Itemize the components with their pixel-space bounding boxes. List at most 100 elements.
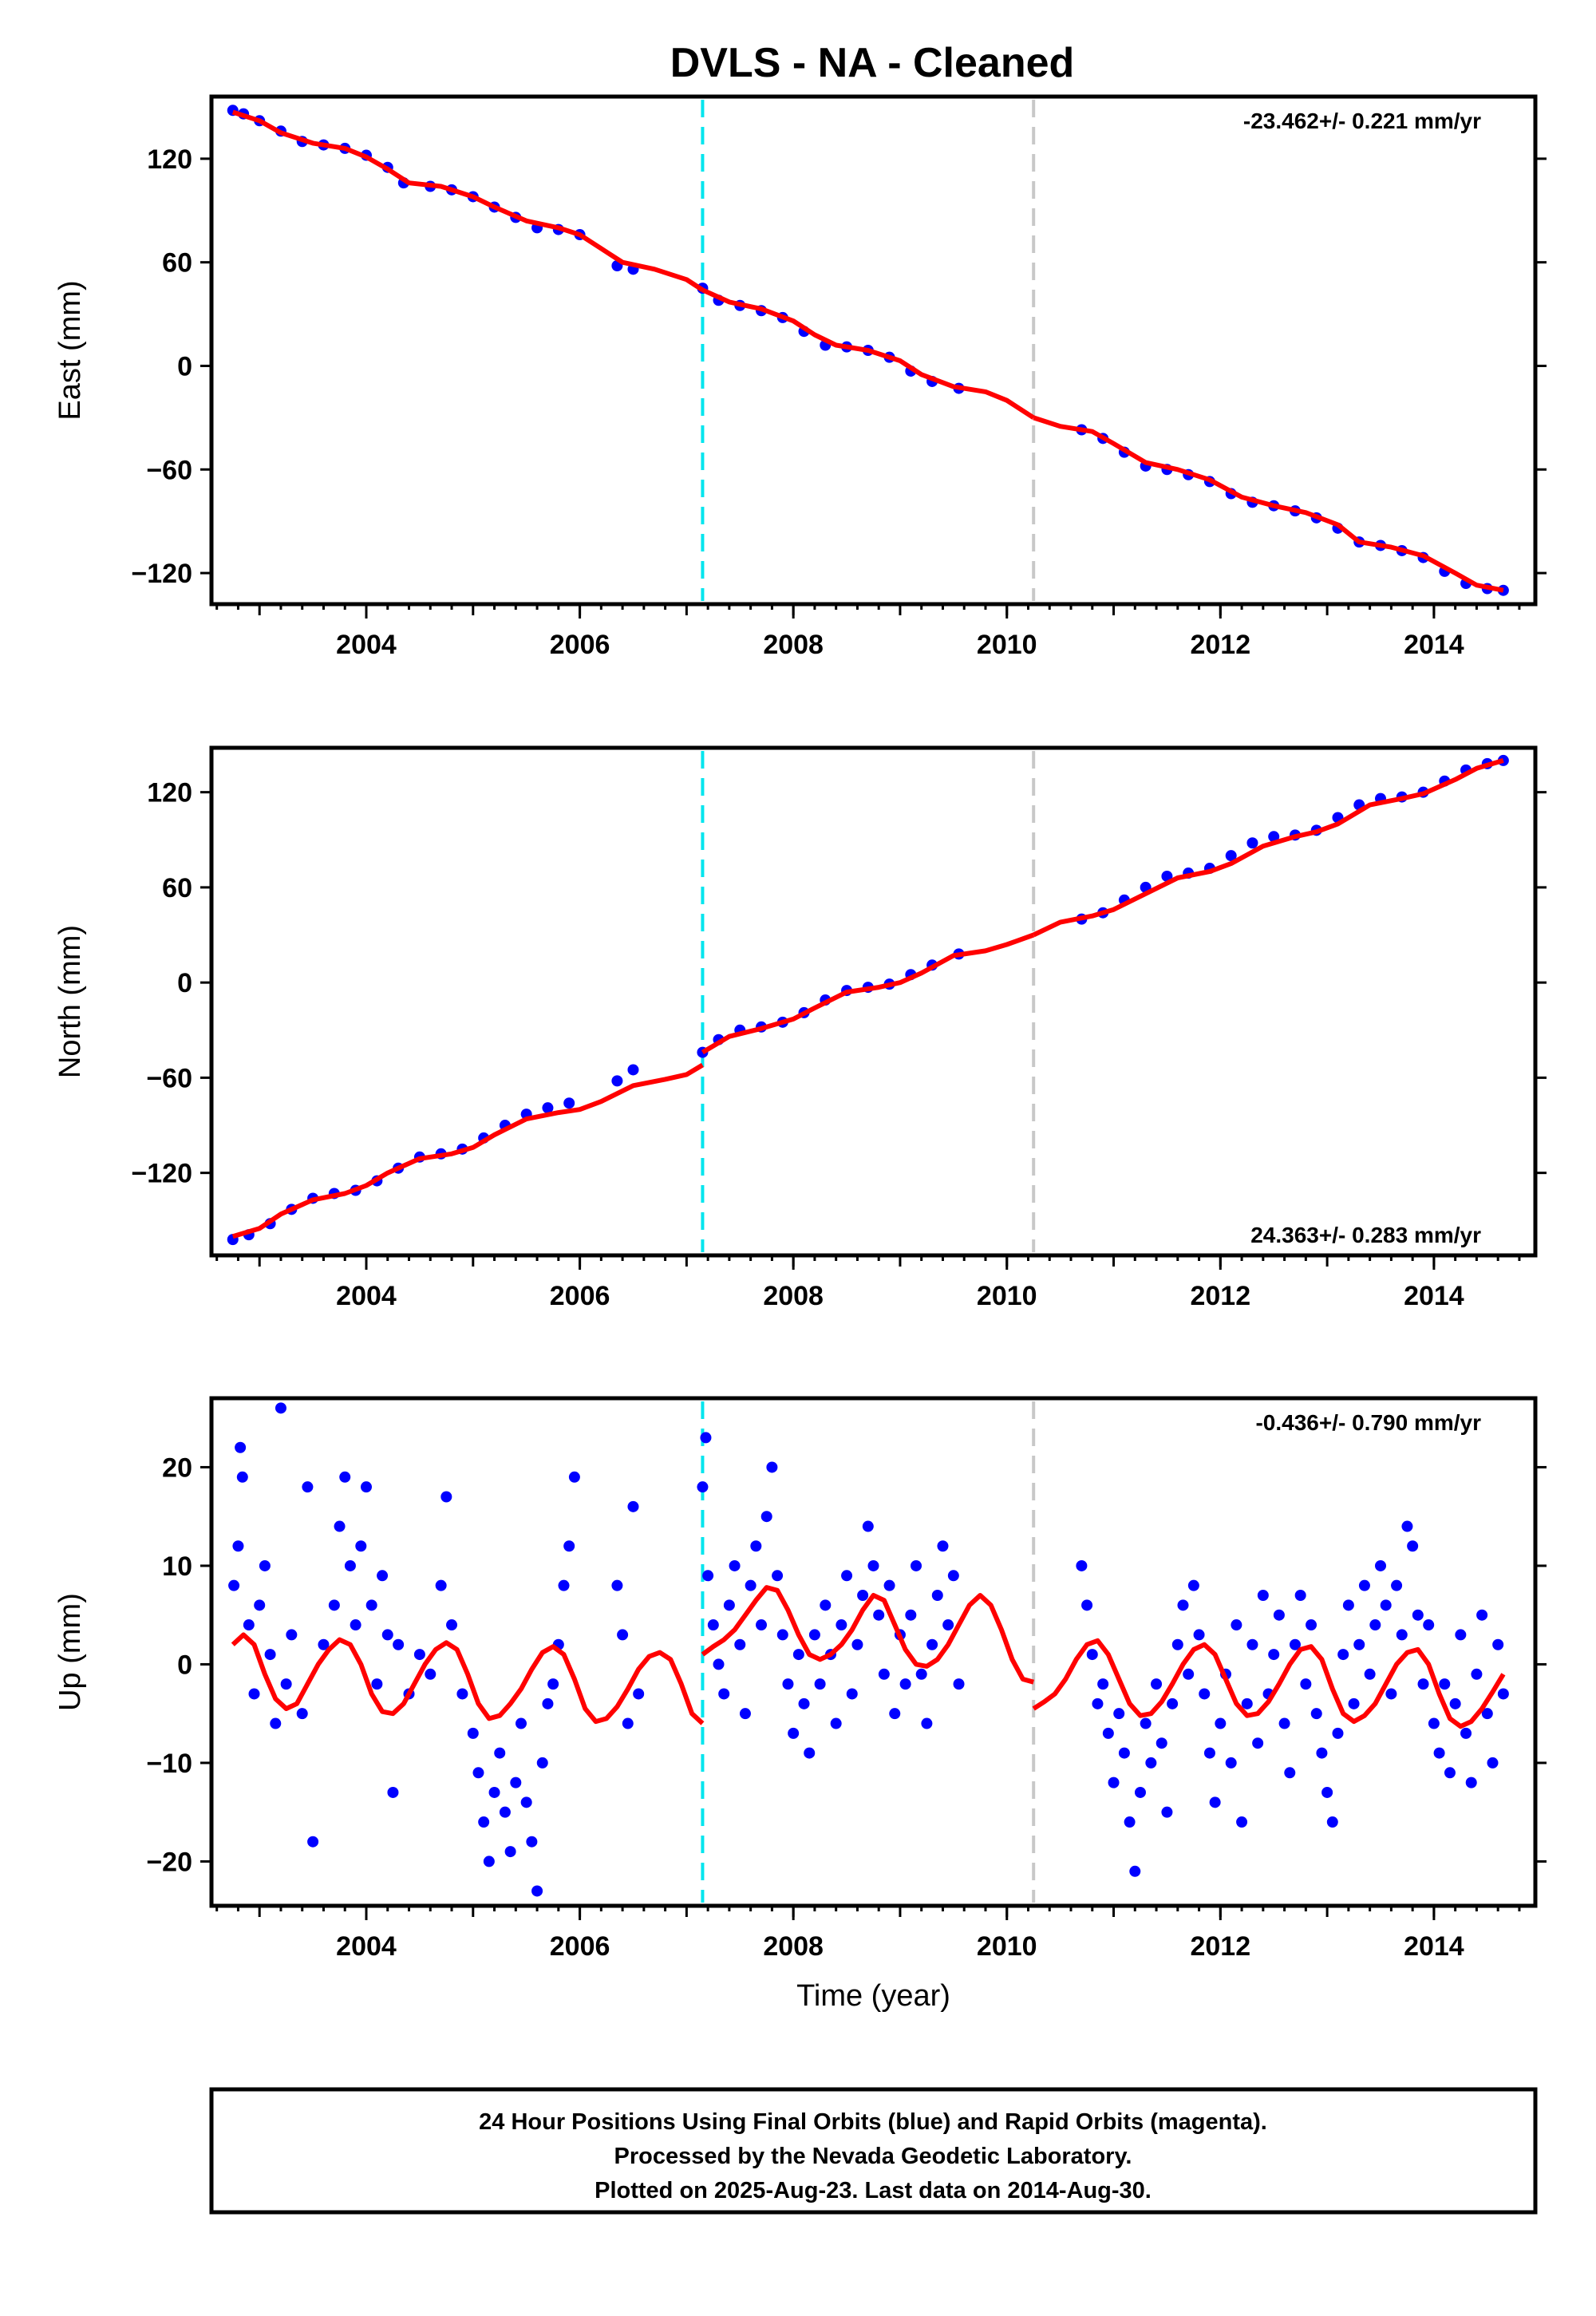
up-data-point-27 — [381, 1629, 393, 1641]
up-data-point-66 — [713, 1658, 725, 1670]
up-data-point-99 — [889, 1708, 901, 1720]
up-ylabel: Up (mm) — [53, 1593, 87, 1711]
north-model-segment-0 — [231, 1062, 704, 1239]
up-data-point-83 — [804, 1747, 816, 1759]
up-data-point-84 — [808, 1629, 820, 1641]
up-data-point-190 — [1492, 1638, 1504, 1650]
north-ytick-label-3: 60 — [162, 873, 192, 903]
up-data-point-24 — [365, 1599, 377, 1611]
up-data-point-33 — [435, 1579, 447, 1591]
north-ytick-label-0: −120 — [131, 1159, 192, 1189]
east-xtick-label-2: 2008 — [763, 630, 824, 660]
up-data-point-183 — [1455, 1629, 1467, 1641]
up-data-point-157 — [1316, 1747, 1328, 1759]
up-data-point-134 — [1193, 1629, 1205, 1641]
up-data-point-25 — [371, 1678, 383, 1690]
up-data-point-162 — [1342, 1599, 1354, 1611]
up-data-point-132 — [1183, 1668, 1195, 1680]
up-data-point-143 — [1241, 1697, 1253, 1709]
north-data-point-16 — [563, 1097, 575, 1109]
up-data-point-187 — [1476, 1609, 1488, 1621]
up-data-point-119 — [1113, 1708, 1125, 1720]
up-data-point-19 — [339, 1471, 351, 1483]
up-data-point-13 — [296, 1708, 308, 1720]
up-data-point-138 — [1215, 1717, 1227, 1729]
up-data-point-98 — [883, 1579, 895, 1591]
up-data-point-125 — [1145, 1757, 1157, 1769]
up-data-point-34 — [440, 1491, 452, 1503]
up-data-point-137 — [1209, 1796, 1221, 1808]
up-data-point-69 — [729, 1559, 741, 1571]
up-data-point-9 — [270, 1717, 282, 1729]
up-data-point-47 — [520, 1796, 532, 1808]
up-data-point-155 — [1306, 1619, 1317, 1631]
up-data-point-126 — [1151, 1678, 1163, 1690]
up-data-point-113 — [1081, 1599, 1093, 1611]
up-data-point-79 — [782, 1678, 794, 1690]
up-data-point-128 — [1161, 1806, 1173, 1818]
footer-frame — [209, 2087, 1538, 2215]
up-data-point-94 — [862, 1520, 874, 1532]
up-data-point-37 — [467, 1727, 479, 1739]
up-data-point-45 — [510, 1777, 522, 1788]
up-data-point-89 — [836, 1619, 847, 1631]
north-data-point-40 — [1246, 837, 1258, 849]
up-data-point-101 — [899, 1678, 911, 1690]
up-data-point-172 — [1396, 1629, 1408, 1641]
up-data-point-175 — [1412, 1609, 1424, 1621]
up-data-point-171 — [1391, 1579, 1403, 1591]
up-data-point-1 — [232, 1540, 244, 1552]
up-data-point-6 — [254, 1599, 266, 1611]
up-data-point-64 — [702, 1570, 714, 1582]
east-xtick-label-1: 2006 — [550, 630, 610, 660]
up-data-point-159 — [1326, 1816, 1338, 1828]
up-data-point-86 — [820, 1599, 832, 1611]
up-data-point-140 — [1225, 1757, 1237, 1769]
up-data-point-142 — [1236, 1816, 1248, 1828]
up-data-point-108 — [937, 1540, 949, 1552]
up-data-point-170 — [1385, 1688, 1397, 1700]
up-data-point-2 — [235, 1441, 247, 1453]
up-data-point-156 — [1310, 1708, 1322, 1720]
up-data-point-96 — [873, 1609, 885, 1621]
up-xtick-label-3: 2010 — [977, 1931, 1037, 1962]
east-ytick-label-1: −60 — [146, 455, 192, 485]
north-ytick-label-1: −60 — [146, 1063, 192, 1093]
up-data-point-40 — [483, 1856, 495, 1867]
up-data-point-154 — [1300, 1678, 1312, 1690]
up-data-point-107 — [931, 1589, 943, 1601]
up-data-point-5 — [248, 1688, 260, 1700]
up-model-segment-2 — [1032, 1638, 1506, 1729]
east-ytick-label-3: 60 — [162, 248, 192, 279]
up-data-point-22 — [355, 1540, 367, 1552]
up-data-point-3 — [236, 1471, 248, 1483]
up-data-point-32 — [425, 1668, 437, 1680]
up-data-point-11 — [280, 1678, 292, 1690]
up-data-point-16 — [318, 1638, 330, 1650]
up-data-point-188 — [1481, 1708, 1493, 1720]
up-data-point-70 — [734, 1638, 746, 1650]
up-data-point-44 — [504, 1846, 516, 1858]
up-data-point-15 — [307, 1836, 319, 1848]
up-data-point-78 — [776, 1629, 788, 1641]
up-data-point-116 — [1097, 1678, 1109, 1690]
north-data-point-36 — [1161, 870, 1173, 882]
up-data-point-169 — [1380, 1599, 1392, 1611]
up-data-point-68 — [723, 1599, 735, 1611]
up-data-point-41 — [488, 1786, 500, 1798]
up-data-point-165 — [1358, 1579, 1370, 1591]
up-data-point-189 — [1487, 1757, 1499, 1769]
up-xtick-label-5: 2014 — [1404, 1931, 1464, 1962]
up-data-point-93 — [857, 1589, 869, 1601]
up-data-point-36 — [456, 1688, 468, 1700]
up-data-point-145 — [1252, 1737, 1264, 1749]
up-data-point-161 — [1337, 1649, 1349, 1661]
up-model-segment-0 — [231, 1632, 705, 1725]
up-data-point-50 — [536, 1757, 548, 1769]
up-data-point-72 — [745, 1579, 757, 1591]
up-data-point-92 — [851, 1638, 863, 1650]
up-data-point-28 — [387, 1786, 399, 1798]
up-data-point-67 — [718, 1688, 730, 1700]
up-data-point-90 — [841, 1570, 853, 1582]
